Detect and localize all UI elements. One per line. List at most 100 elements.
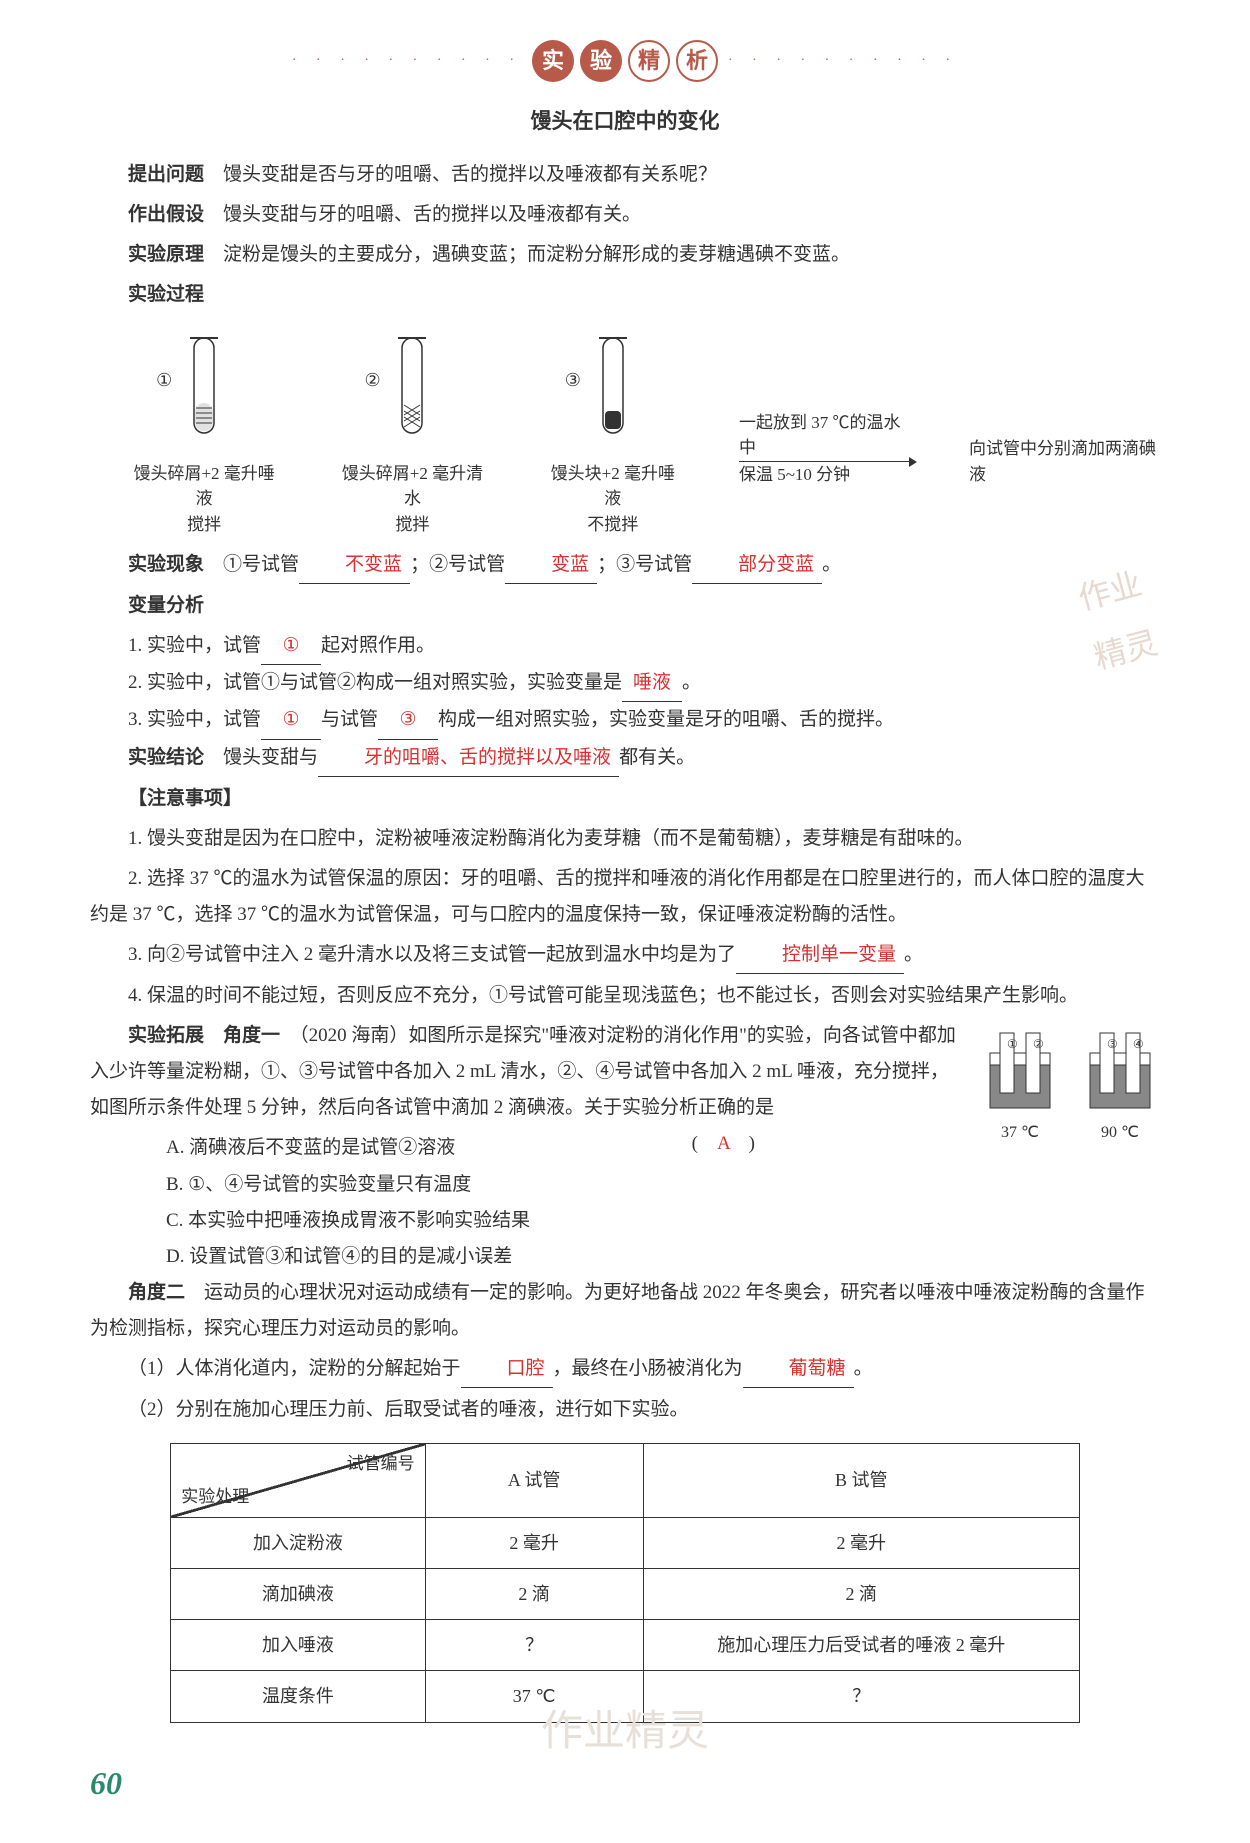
opt-b: B. ①、④号试管的实验变量只有温度 <box>90 1167 1160 1203</box>
beaker-2-temp: 90 ℃ <box>1101 1118 1139 1148</box>
angle2-text: 运动员的心理状况对运动成绩有一定的影响。为更好地备战 2022 年冬奥会，研究者… <box>90 1282 1145 1339</box>
header-dots-right: · · · · · · · · · · <box>728 48 958 75</box>
arrow-right: 向试管中分别滴加两滴碘液 <box>969 436 1160 487</box>
angle2-label: 角度二 <box>128 1282 185 1303</box>
conclusion-label: 实验结论 <box>128 747 204 768</box>
ana2-suf: 。 <box>682 672 701 693</box>
tube-1-cap-top: 馒头碎屑+2 毫升唾液 <box>133 464 274 509</box>
badge-2: 验 <box>580 40 622 82</box>
tube-1: ① 馒头碎屑+2 毫升唾液搅拌 <box>130 333 278 537</box>
principle-label: 实验原理 <box>128 244 204 265</box>
table-cell: 2 毫升 <box>425 1517 643 1568</box>
process-label: 实验过程 <box>128 284 204 305</box>
opt-d: D. 设置试管③和试管④的目的是减小误差 <box>90 1239 1160 1275</box>
tube-2-icon <box>394 333 430 443</box>
hypothesis-label: 作出假设 <box>128 204 204 225</box>
badge-1: 实 <box>532 40 574 82</box>
hypothesis-text: 馒头变甜与牙的咀嚼、舌的搅拌以及唾液都有关。 <box>223 204 641 225</box>
beaker-1-temp: 37 ℃ <box>1001 1118 1039 1148</box>
principle-text: 淀粉是馒头的主要成分，遇碘变蓝；而淀粉分解形成的麦芽糖遇碘不变蓝。 <box>223 244 850 265</box>
analysis-label: 变量分析 <box>128 595 204 616</box>
tube-2: ② 馒头碎屑+2 毫升清水搅拌 <box>338 333 486 537</box>
diag-top: 试管编号 <box>181 1448 414 1480</box>
page-number: 60 <box>90 1753 1160 1814</box>
table-row: 温度条件 37 ℃ ？ <box>171 1671 1080 1722</box>
tube-diagram: ① 馒头碎屑+2 毫升唾液搅拌 ② <box>130 333 1160 537</box>
ana3-pre: 3. 实验中，试管 <box>128 709 261 730</box>
experiment-table: 试管编号 实验处理 A 试管 B 试管 加入淀粉液 2 毫升 2 毫升 滴加碘液… <box>170 1443 1080 1722</box>
section-header: · · · · · · · · · · 实 验 精 析 · · · · · · … <box>90 40 1160 82</box>
tube-2-cap-bot: 搅拌 <box>395 515 429 534</box>
note3-pre: 3. 向②号试管中注入 2 毫升清水以及将三支试管一起放到温水中均是为了 <box>128 944 736 965</box>
analysis-3: 3. 实验中，试管①与试管③构成一组对照实验，实验变量是牙的咀嚼、舌的搅拌。 <box>90 702 1160 739</box>
extension-angle2: 角度二 运动员的心理状况对运动成绩有一定的影响。为更好地备战 2022 年冬奥会… <box>90 1275 1160 1347</box>
extension-label: 实验拓展 <box>128 1025 204 1046</box>
opt-c: C. 本实验中把唾液换成胃液不影响实验结果 <box>90 1203 1160 1239</box>
phen-pre2: ；②号试管 <box>410 554 505 575</box>
q1-row: （1）人体消化道内，淀粉的分解起始于口腔，最终在小肠被消化为葡萄糖。 <box>90 1351 1160 1388</box>
table-cell: 2 滴 <box>643 1569 1079 1620</box>
ana2-pre: 2. 实验中，试管①与试管②构成一组对照实验，实验变量是 <box>128 672 622 693</box>
analysis-2: 2. 实验中，试管①与试管②构成一组对照实验，实验变量是唾液。 <box>90 665 1160 702</box>
principle-row: 实验原理 淀粉是馒头的主要成分，遇碘变蓝；而淀粉分解形成的麦芽糖遇碘不变蓝。 <box>90 237 1160 273</box>
badge-3: 精 <box>628 40 670 82</box>
badge-4: 析 <box>676 40 718 82</box>
conc-suf: 都有关。 <box>619 747 695 768</box>
phen-suf: 。 <box>822 554 841 575</box>
arrow-right-text: 向试管中分别滴加两滴碘液 <box>969 436 1160 487</box>
phenomena-label: 实验现象 <box>128 554 204 575</box>
table-row: 滴加碘液 2 滴 2 滴 <box>171 1569 1080 1620</box>
header-dots-left: · · · · · · · · · · <box>292 48 522 75</box>
note3-suf: 。 <box>904 944 923 965</box>
note-2: 2. 选择 37 ℃的温水为试管保温的原因：牙的咀嚼、舌的搅拌和唾液的消化作用都… <box>90 861 1160 933</box>
svg-text:④: ④ <box>1133 1037 1144 1051</box>
beaker-2-icon: ③ ④ <box>1080 1028 1160 1118</box>
tube-1-icon <box>186 333 222 443</box>
ana2-ans: 唾液 <box>622 665 682 702</box>
table-cell: 加入唾液 <box>171 1620 425 1671</box>
q1-ans2: 葡萄糖 <box>743 1351 854 1388</box>
svg-text:①: ① <box>1007 1037 1018 1051</box>
q2-row: （2）分别在施加心理压力前、后取受试者的唾液，进行如下实验。 <box>90 1392 1160 1428</box>
table-col-b: B 试管 <box>643 1444 1079 1518</box>
table-cell: ？ <box>425 1620 643 1671</box>
table-cell: 加入淀粉液 <box>171 1517 425 1568</box>
q1-suf: 。 <box>854 1358 873 1379</box>
beaker-figure: ① ② 37 ℃ ③ ④ 90 ℃ <box>980 1028 1160 1148</box>
note-1: 1. 馒头变甜是因为在口腔中，淀粉被唾液淀粉酶消化为麦芽糖（而不是葡萄糖），麦芽… <box>90 821 1160 857</box>
table-cell: 施加心理压力后受试者的唾液 2 毫升 <box>643 1620 1079 1671</box>
question-label: 提出问题 <box>128 164 204 185</box>
table-row: 加入淀粉液 2 毫升 2 毫升 <box>171 1517 1080 1568</box>
ana1-suf: 起对照作用。 <box>321 635 435 656</box>
question-row: 提出问题 馒头变甜是否与牙的咀嚼、舌的搅拌以及唾液都有关系呢？ <box>90 157 1160 193</box>
q1-mid: ，最终在小肠被消化为 <box>553 1358 743 1379</box>
q1-pre: （1）人体消化道内，淀粉的分解起始于 <box>128 1358 461 1379</box>
tube-2-cap-top: 馒头碎屑+2 毫升清水 <box>342 464 483 509</box>
table-cell: 温度条件 <box>171 1671 425 1722</box>
note-3: 3. 向②号试管中注入 2 毫升清水以及将三支试管一起放到温水中均是为了控制单一… <box>90 937 1160 974</box>
arrow-bot: 保温 5~10 分钟 <box>739 462 909 488</box>
phen-ans3: 部分变蓝 <box>692 547 822 584</box>
arrow-block: 一起放到 37 ℃的温水中 保温 5~10 分钟 <box>739 410 909 488</box>
header-badges: 实 验 精 析 <box>532 40 718 82</box>
beaker-2: ③ ④ 90 ℃ <box>1080 1028 1160 1148</box>
table-head-diag: 试管编号 实验处理 <box>171 1444 425 1518</box>
table-cell: 2 滴 <box>425 1569 643 1620</box>
table-cell: ？ <box>643 1671 1079 1722</box>
page-title: 馒头在口腔中的变化 <box>90 102 1160 142</box>
arrow-line-icon <box>739 461 909 462</box>
phen-pre1: ①号试管 <box>223 554 299 575</box>
tube-3-icon <box>595 333 631 443</box>
angle1-answer: A <box>717 1133 730 1154</box>
ana1-pre: 1. 实验中，试管 <box>128 635 261 656</box>
beaker-1-icon: ① ② <box>980 1028 1060 1118</box>
conc-pre: 馒头变甜与 <box>223 747 318 768</box>
table-col-a: A 试管 <box>425 1444 643 1518</box>
angle1-label: 角度一 <box>223 1025 280 1046</box>
ana3-ans2: ③ <box>378 702 438 739</box>
diag-bot: 实验处理 <box>181 1481 414 1513</box>
arrow-top: 一起放到 37 ℃的温水中 <box>739 410 909 461</box>
phenomena-row: 实验现象 ①号试管不变蓝；②号试管变蓝；③号试管部分变蓝。 <box>90 547 1160 584</box>
question-text: 馒头变甜是否与牙的咀嚼、舌的搅拌以及唾液都有关系呢？ <box>223 164 717 185</box>
analysis-1: 1. 实验中，试管①起对照作用。 <box>90 628 1160 665</box>
